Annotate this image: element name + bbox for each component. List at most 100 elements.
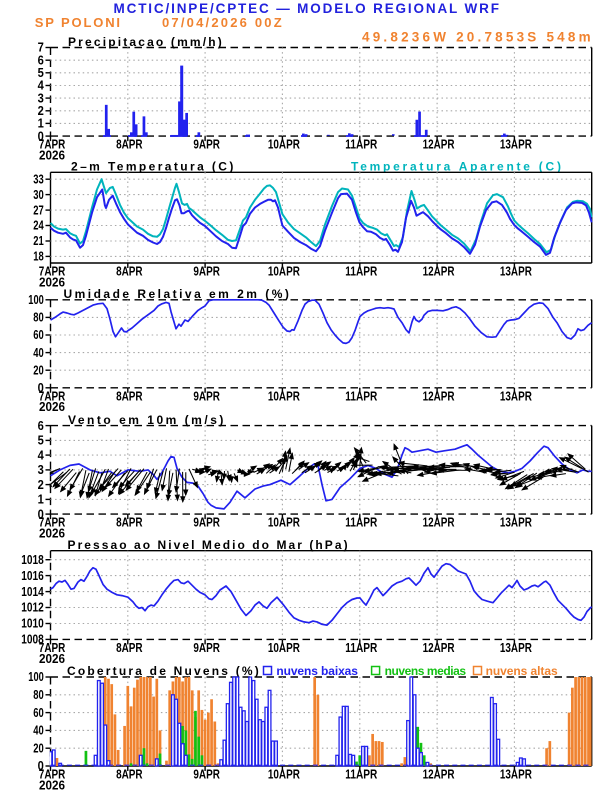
svg-text:13APR: 13APR: [500, 138, 532, 152]
svg-text:12APR: 12APR: [423, 641, 455, 655]
svg-text:100: 100: [28, 670, 44, 684]
svg-text:2026: 2026: [39, 400, 65, 414]
svg-text:30: 30: [33, 188, 44, 202]
svg-text:Vento em 10m (m/s): Vento em 10m (m/s): [68, 413, 226, 427]
svg-text:60: 60: [33, 706, 44, 720]
svg-text:27: 27: [33, 203, 44, 217]
svg-text:7APR: 7APR: [39, 641, 66, 655]
svg-text:1018: 1018: [21, 553, 44, 567]
svg-text:0: 0: [38, 507, 44, 521]
svg-text:0: 0: [38, 381, 44, 395]
svg-text:2026: 2026: [39, 652, 65, 666]
svg-text:9APR: 9APR: [193, 516, 220, 530]
svg-text:SP POLONI: SP POLONI: [35, 15, 122, 30]
svg-text:20: 20: [33, 741, 44, 755]
svg-text:7: 7: [38, 41, 44, 55]
svg-text:20: 20: [33, 363, 44, 377]
svg-text:1010: 1010: [21, 617, 44, 631]
svg-text:6: 6: [38, 419, 44, 433]
svg-text:Umidade Relativa em 2m (%): Umidade Relativa em 2m (%): [64, 287, 292, 301]
svg-text:9APR: 9APR: [193, 768, 220, 782]
svg-text:12APR: 12APR: [423, 389, 455, 403]
svg-text:9APR: 9APR: [193, 389, 220, 403]
svg-text:7APR: 7APR: [39, 389, 66, 403]
svg-text:13APR: 13APR: [500, 389, 532, 403]
svg-text:7APR: 7APR: [39, 516, 66, 530]
svg-text:Pressao ao Nivel Medio do Mar: Pressao ao Nivel Medio do Mar (hPa): [68, 538, 350, 552]
svg-text:9APR: 9APR: [193, 641, 220, 655]
svg-text:1012: 1012: [21, 601, 44, 615]
svg-text:10APR: 10APR: [268, 265, 300, 279]
svg-text:11APR: 11APR: [345, 389, 377, 403]
svg-text:11APR: 11APR: [345, 768, 377, 782]
svg-text:1008: 1008: [21, 633, 44, 647]
svg-text:0: 0: [38, 129, 44, 143]
svg-text:3: 3: [38, 463, 44, 477]
svg-text:0: 0: [38, 759, 44, 773]
svg-text:1: 1: [38, 117, 44, 131]
svg-text:3: 3: [38, 91, 44, 105]
svg-text:18: 18: [33, 250, 44, 264]
svg-text:11APR: 11APR: [345, 265, 377, 279]
svg-text:12APR: 12APR: [423, 265, 455, 279]
svg-text:MCTIC/INPE/CPTEC — MODELO REGI: MCTIC/INPE/CPTEC — MODELO REGIONAL WRF: [114, 1, 501, 16]
svg-text:11APR: 11APR: [345, 516, 377, 530]
svg-text:9APR: 9APR: [193, 265, 220, 279]
svg-text:80: 80: [33, 311, 44, 325]
svg-text:4: 4: [38, 79, 44, 93]
svg-text:9APR: 9APR: [193, 138, 220, 152]
svg-text:11APR: 11APR: [345, 641, 377, 655]
svg-text:7APR: 7APR: [39, 138, 66, 152]
svg-text:7APR: 7APR: [39, 265, 66, 279]
svg-text:5: 5: [38, 434, 44, 448]
svg-text:8APR: 8APR: [116, 516, 143, 530]
svg-text:2026: 2026: [39, 275, 65, 289]
svg-text:Temperatura Aparente (C): Temperatura Aparente (C): [351, 160, 564, 174]
svg-text:1016: 1016: [21, 569, 44, 583]
svg-text:11APR: 11APR: [345, 138, 377, 152]
svg-text:1: 1: [38, 493, 44, 507]
svg-text:2026: 2026: [39, 149, 65, 163]
svg-text:6: 6: [38, 53, 44, 67]
svg-text:2–m Temperatura (C): 2–m Temperatura (C): [71, 160, 236, 174]
svg-text:2026: 2026: [39, 527, 65, 541]
svg-text:49.8236W 20.7853S 548m: 49.8236W 20.7853S 548m: [362, 30, 594, 45]
svg-text:10APR: 10APR: [268, 516, 300, 530]
svg-text:1014: 1014: [21, 585, 44, 599]
svg-text:13APR: 13APR: [500, 265, 532, 279]
svg-text:13APR: 13APR: [500, 768, 532, 782]
svg-text:10APR: 10APR: [268, 138, 300, 152]
svg-text:8APR: 8APR: [116, 265, 143, 279]
svg-text:5: 5: [38, 66, 44, 80]
svg-text:2026: 2026: [39, 778, 65, 792]
svg-text:2: 2: [38, 478, 44, 492]
svg-text:nuvens baixas: nuvens baixas: [276, 664, 358, 678]
svg-text:2: 2: [38, 104, 44, 118]
svg-text:07/04/2026 00Z: 07/04/2026 00Z: [162, 15, 284, 30]
svg-text:80: 80: [33, 688, 44, 702]
svg-text:Cobertura de Nuvens (%): Cobertura de Nuvens (%): [67, 664, 261, 678]
svg-text:13APR: 13APR: [500, 641, 532, 655]
svg-text:21: 21: [33, 234, 44, 248]
svg-text:4: 4: [38, 448, 44, 462]
svg-text:Precipitacao (mm/h): Precipitacao (mm/h): [68, 35, 224, 49]
svg-text:nuvens altas: nuvens altas: [486, 664, 558, 678]
svg-text:33: 33: [33, 172, 44, 186]
svg-text:8APR: 8APR: [116, 768, 143, 782]
svg-text:10APR: 10APR: [268, 389, 300, 403]
svg-text:12APR: 12APR: [423, 138, 455, 152]
svg-text:8APR: 8APR: [116, 641, 143, 655]
svg-text:nuvens medias: nuvens medias: [385, 664, 467, 678]
svg-text:24: 24: [33, 219, 44, 233]
svg-text:13APR: 13APR: [500, 516, 532, 530]
svg-text:100: 100: [28, 293, 44, 307]
svg-text:10APR: 10APR: [268, 641, 300, 655]
svg-text:7APR: 7APR: [39, 768, 66, 782]
svg-text:8APR: 8APR: [116, 389, 143, 403]
svg-text:12APR: 12APR: [423, 516, 455, 530]
svg-text:10APR: 10APR: [268, 768, 300, 782]
svg-text:8APR: 8APR: [116, 138, 143, 152]
svg-text:40: 40: [33, 346, 44, 360]
svg-text:60: 60: [33, 328, 44, 342]
svg-text:12APR: 12APR: [423, 768, 455, 782]
